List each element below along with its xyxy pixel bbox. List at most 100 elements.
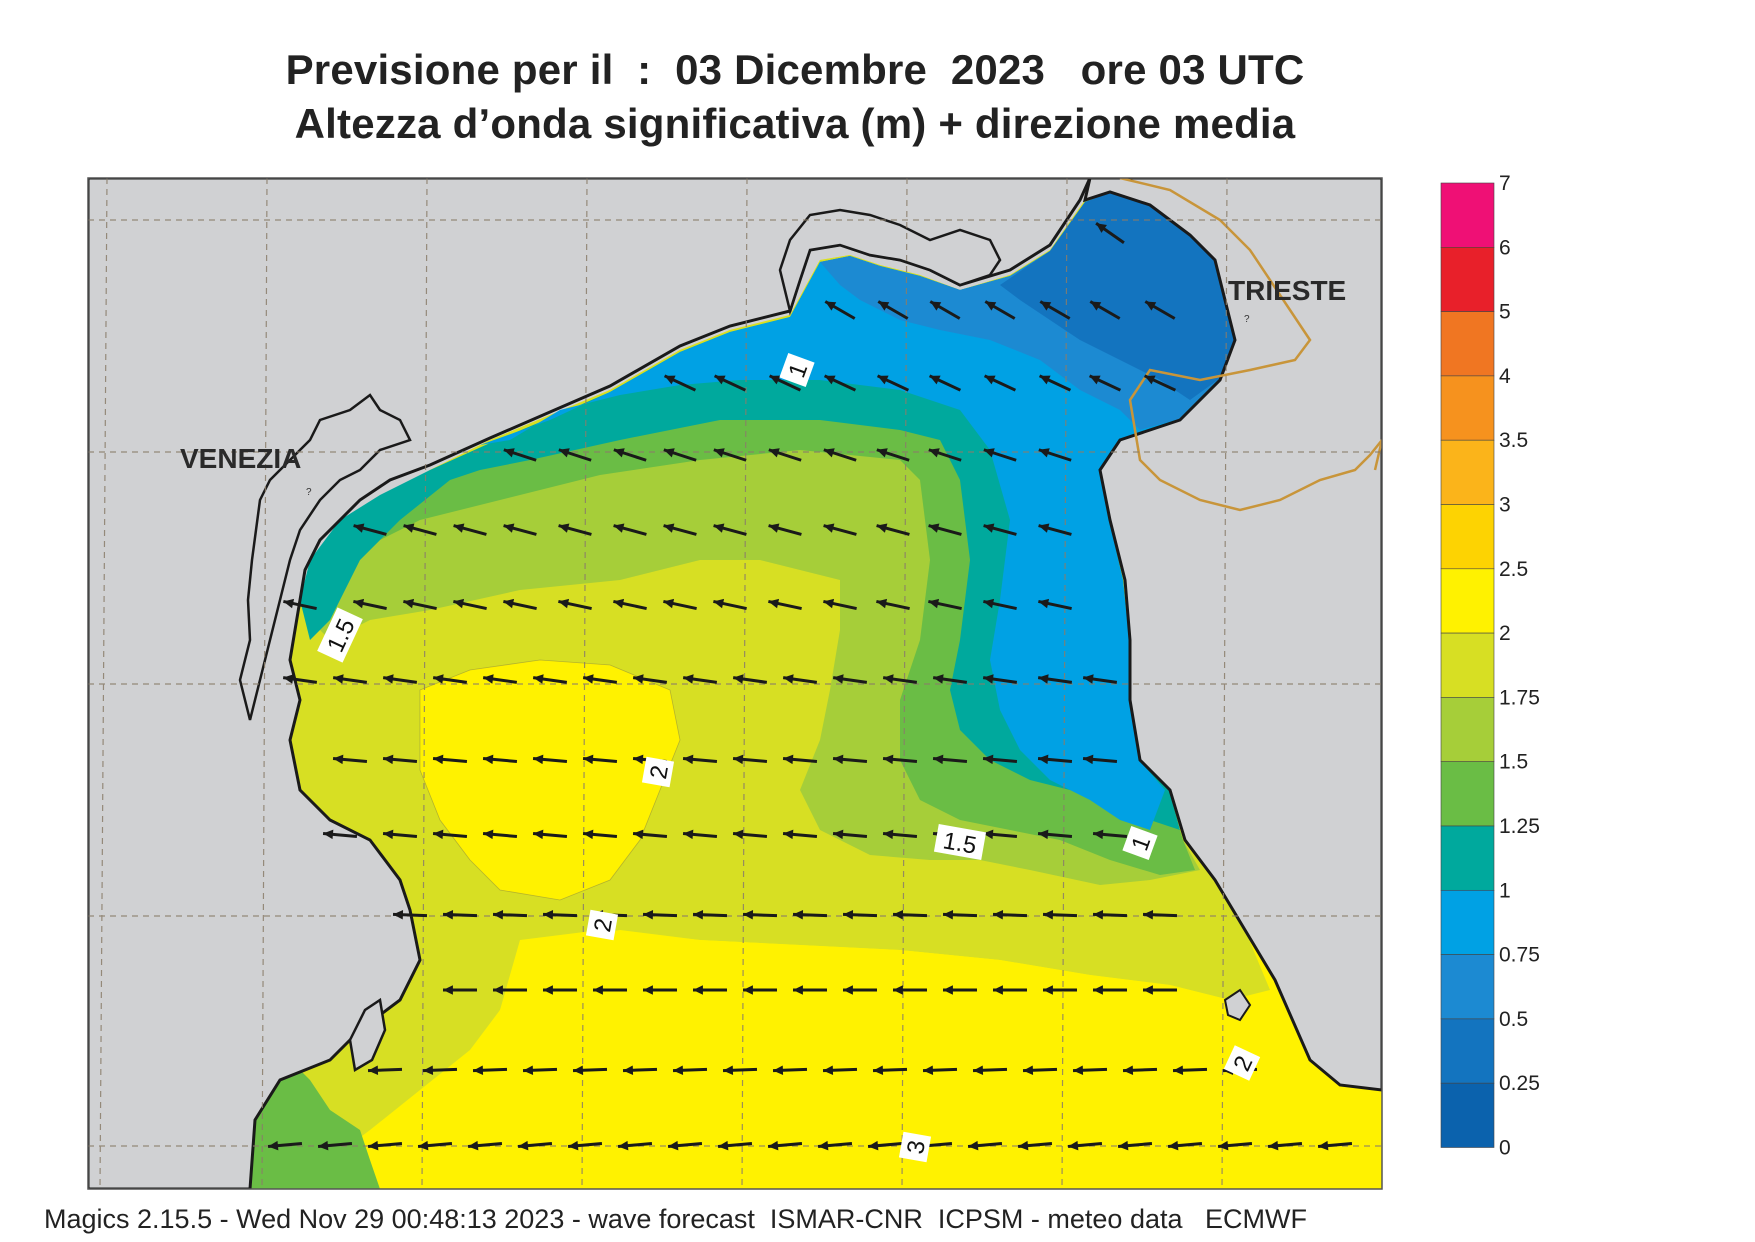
direction-arrow [768,374,802,392]
direction-arrow [982,829,1018,840]
direction-arrow [1172,1065,1208,1076]
direction-arrow [843,985,877,995]
direction-arrow [332,754,368,765]
direction-arrow [1317,1140,1353,1151]
trieste-marker: ? [1244,314,1250,325]
direction-arrow [663,598,697,611]
direction-arrow [558,598,592,611]
direction-arrow [1082,674,1118,684]
direction-arrow [1093,985,1127,995]
direction-arrow [717,1140,753,1151]
direction-arrow [453,523,487,536]
direction-arrow [503,523,537,536]
direction-arrow [663,523,697,536]
direction-arrow [1117,1140,1153,1151]
direction-arrow [967,1140,1003,1151]
map-footer-credits: Magics 2.15.5 - Wed Nov 29 00:48:13 2023… [44,1204,1307,1234]
direction-arrow [993,985,1027,995]
coastline [88,178,1382,1189]
direction-arrow [872,1065,908,1076]
direction-arrow [532,754,568,765]
contour-labels: 1 1.5 2 2 1.5 1 2 3 [317,352,1261,1163]
direction-arrow [1089,300,1121,320]
slovenia-border [1119,178,1382,512]
direction-arrow [332,674,368,684]
direction-arrow [732,754,768,765]
croatia-border [1373,439,1382,471]
direction-arrow [543,985,577,995]
direction-arrow [663,448,697,462]
direction-arrow [432,754,468,765]
legend-label: 5 [1499,301,1511,324]
legend-label: 7 [1499,172,1511,195]
direction-arrow [267,1140,303,1151]
direction-arrow [932,674,968,684]
direction-arrow [422,1065,458,1076]
direction-arrow [767,1140,803,1151]
direction-arrow [824,300,856,320]
direction-arrow [613,523,647,536]
direction-arrow [632,829,668,840]
legend-swatch [1440,889,1495,955]
direction-arrow [382,754,418,765]
map-title-line-2: Altezza d’onda significativa (m) + direz… [294,100,1296,147]
contour-lines [419,659,681,901]
legend-swatch [1440,375,1495,441]
direction-arrow [582,754,618,765]
direction-arrow [983,374,1017,392]
direction-arrow [1143,985,1177,995]
direction-arrow [832,754,868,765]
direction-arrow [582,674,618,684]
direction-arrow [572,1065,608,1076]
place-label-trieste: TRIESTE [1228,275,1346,306]
direction-arrow [1267,1140,1303,1151]
direction-arrow [1143,374,1177,392]
istria-island [1223,988,1252,1022]
direction-arrow [467,1140,503,1151]
legend-swatch [1440,1082,1495,1148]
direction-arrow [353,523,387,536]
direction-arrow [823,523,857,536]
direction-arrow [493,985,527,995]
direction-arrow [1022,1065,1058,1076]
direction-arrow [417,1140,453,1151]
direction-arrow [713,374,747,392]
direction-arrow [782,754,818,765]
direction-arrow [1095,222,1125,244]
contour-label-box: 2 [1223,1045,1261,1081]
contour-label-box: 1.5 [933,824,987,860]
direction-arrow [1122,1065,1158,1076]
direction-arrow [732,674,768,684]
direction-arrow [942,909,978,920]
direction-arrow [1038,523,1072,536]
band-2-core [420,660,680,900]
contour-label-box: 2 [641,756,675,788]
direction-arrow [922,1065,958,1076]
contour-label: 2 [589,916,618,934]
direction-arrow [1037,674,1073,684]
direction-arrow [882,829,918,840]
direction-arrow [522,1065,558,1076]
direction-arrow [877,300,909,320]
contour-label: 2 [645,763,674,781]
direction-arrow [983,448,1017,462]
direction-arrow [943,985,977,995]
direction-arrow [823,374,857,392]
direction-arrow [1017,1140,1053,1151]
legend-label: 4 [1499,365,1511,388]
legend-swatch [1440,247,1495,312]
legend-label: 1.5 [1499,751,1528,774]
direction-arrow [283,598,317,611]
istria-coast [1082,178,1382,1092]
direction-arrow [282,674,318,684]
direction-arrow [1038,448,1072,462]
direction-arrow [1092,829,1128,840]
direction-arrow [743,985,777,995]
direction-arrow [682,829,718,840]
direction-arrow [1042,909,1078,920]
po-delta-island [348,997,387,1072]
contour-label: 3 [902,1138,931,1156]
direction-arrow [1037,754,1073,765]
direction-arrow [1043,985,1077,995]
